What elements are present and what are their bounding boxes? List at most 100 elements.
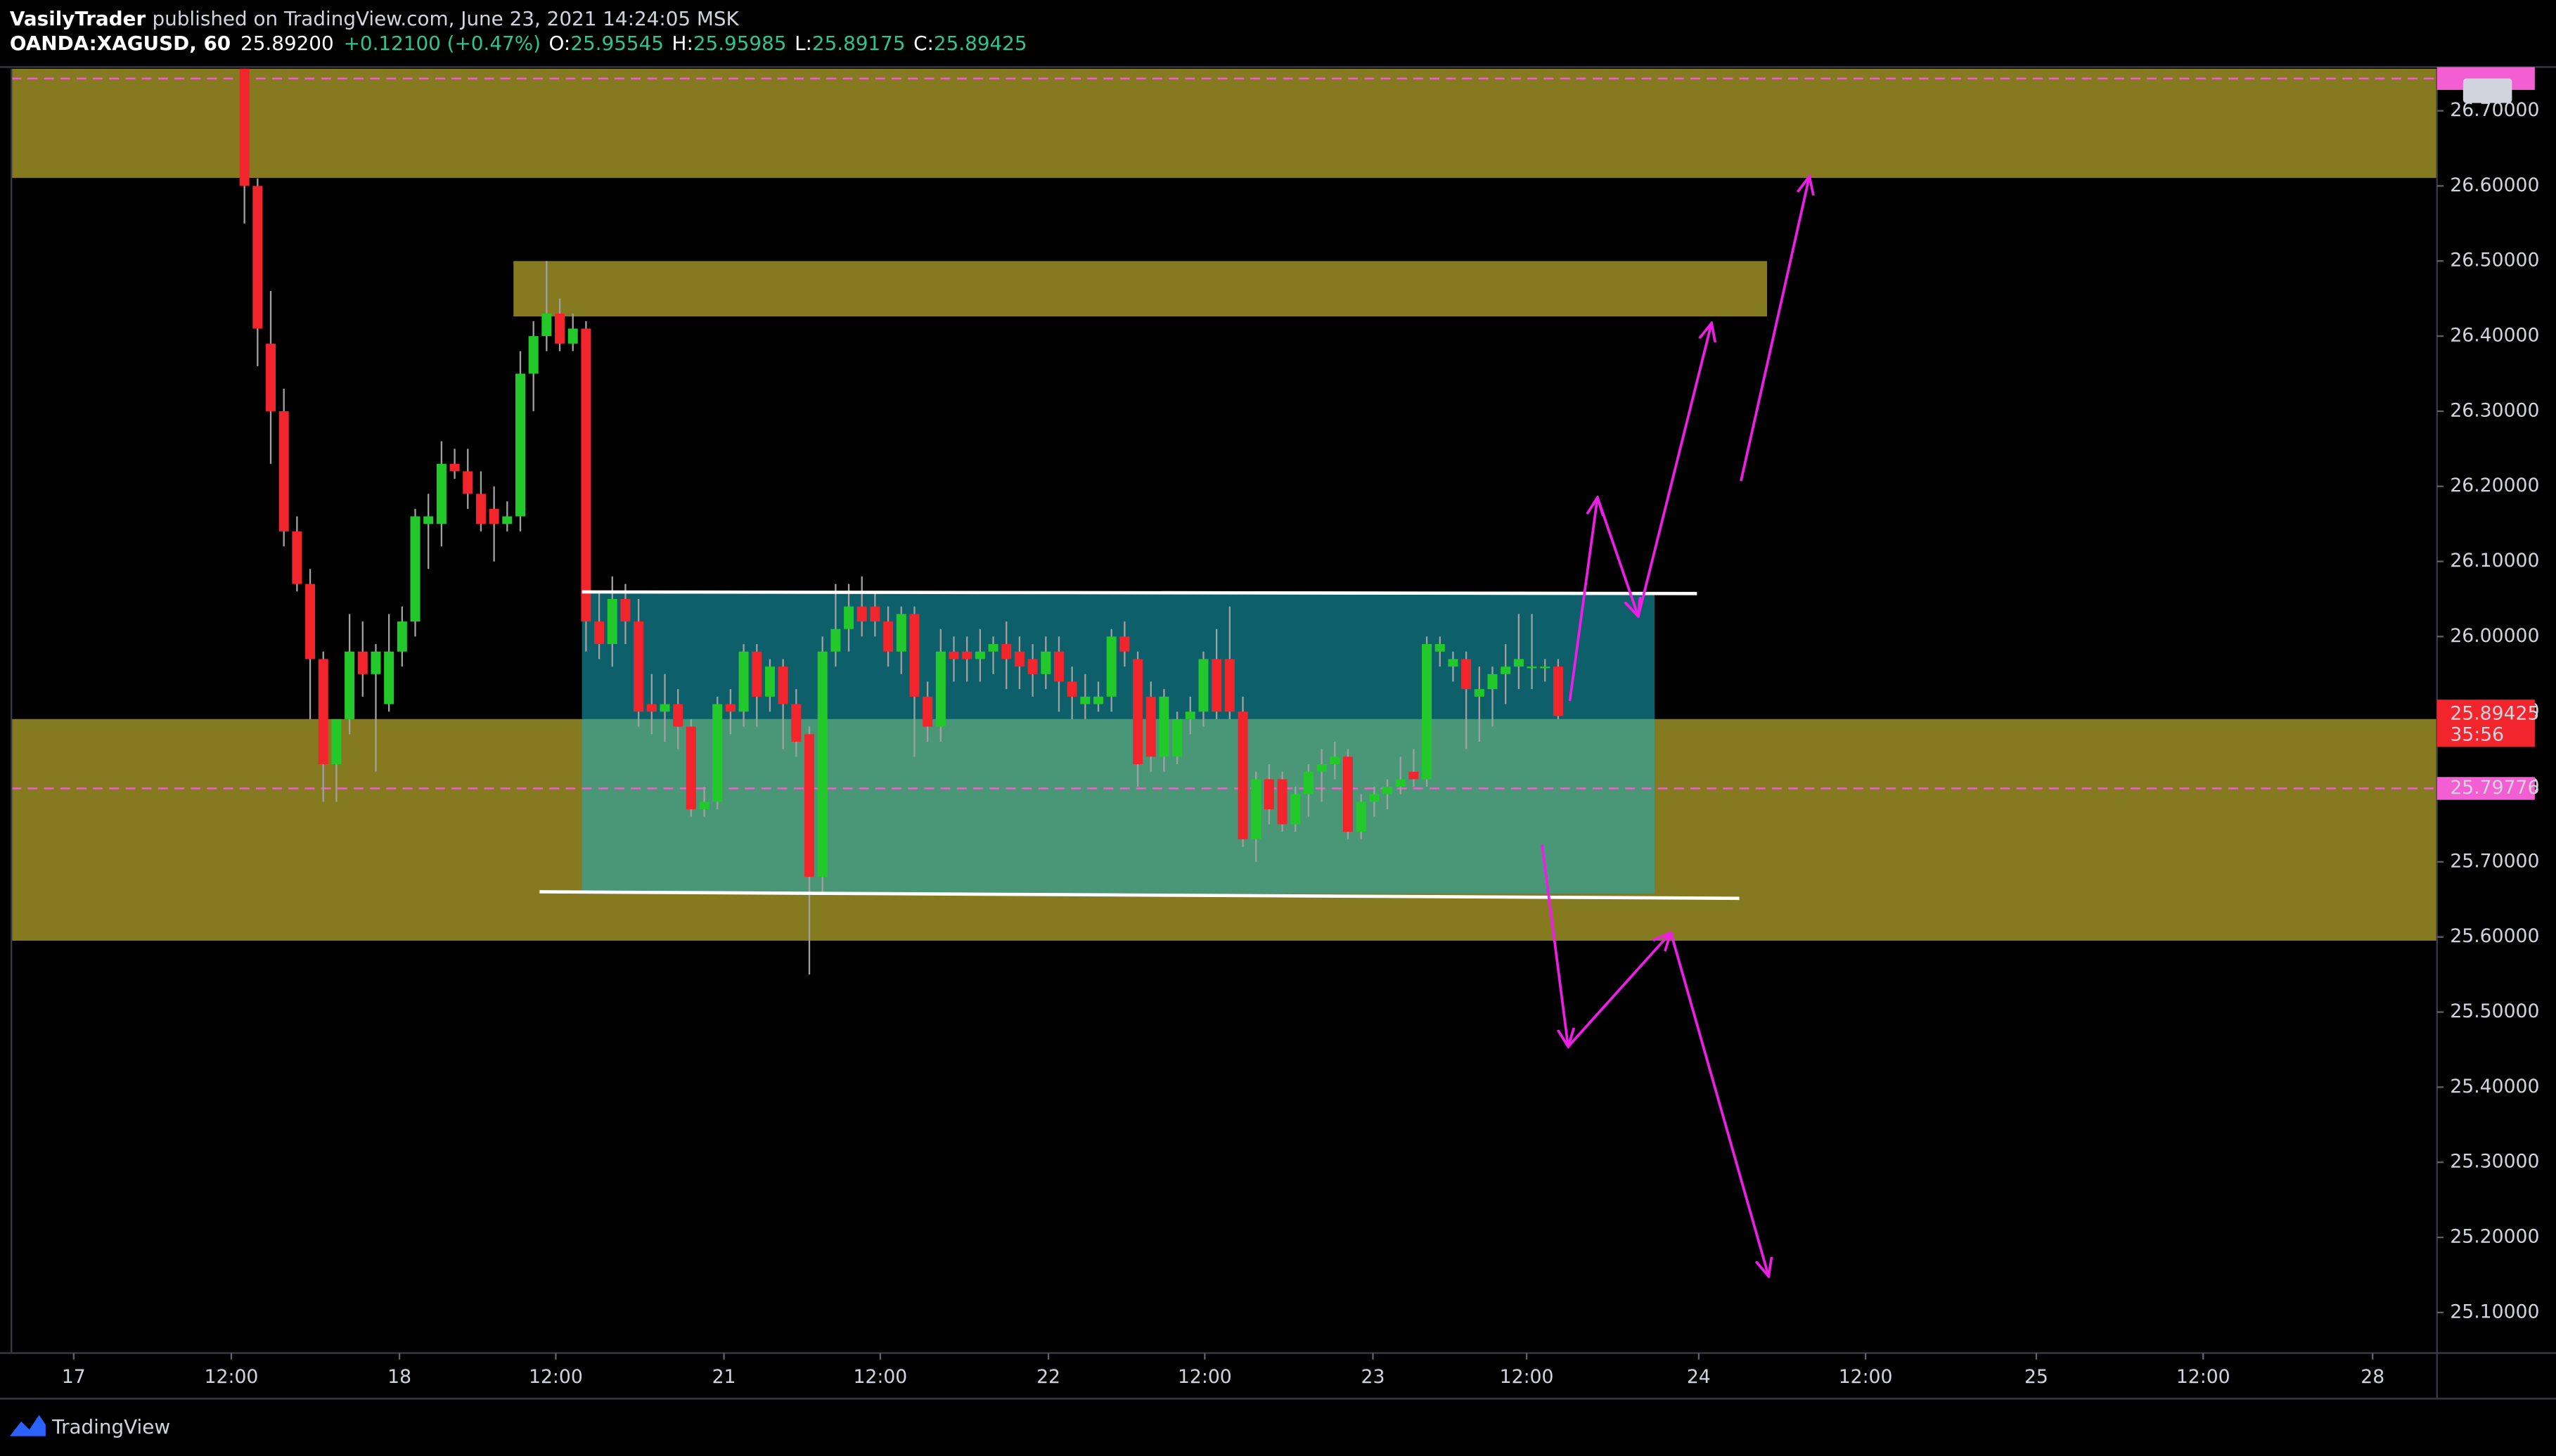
arrow [1567,932,1671,1048]
candle-body [988,644,998,652]
x-tick-label: 12:00 [853,1366,907,1388]
candle-body [896,614,906,652]
candle-body [266,343,276,411]
candle-body [1303,771,1314,794]
y-tick-label: 26.00000 [2450,625,2539,647]
candle-body [1540,666,1550,669]
candle-body [1251,779,1261,839]
open-label: O: [549,32,571,55]
candle-body [1527,666,1537,669]
candle-body [1290,794,1301,825]
y-tick-label: 26.40000 [2450,325,2539,347]
x-tick-label: 21 [712,1366,736,1388]
candle-body [1474,689,1484,697]
candle-body [331,719,342,765]
candle-body [1145,696,1156,757]
candle-body [1133,659,1143,765]
candle-body [1198,659,1209,712]
candle-body [1224,659,1235,712]
x-tick-label: 12:00 [529,1366,583,1388]
candle-body [830,629,841,652]
x-tick-label: 18 [387,1366,411,1388]
candle-body [1330,756,1340,765]
last-price-label: 25.89425 [2450,703,2539,725]
x-tick-label: 24 [1687,1366,1711,1388]
candle-body [699,801,709,810]
close-value: 25.89425 [934,32,1027,55]
candle-body [239,68,250,186]
candle-body [1264,779,1274,810]
candle-body [844,606,854,629]
candle-body [1422,644,1432,780]
footer-logo [9,1415,46,1436]
price-tag-label: 25.79776 [2450,777,2539,799]
candle-body [1487,674,1498,690]
candle-body [909,614,920,697]
candle-body [567,328,578,344]
candle-body [1238,711,1248,839]
candle-body [345,651,355,719]
y-tick-label: 25.70000 [2450,850,2539,872]
candle-body [1434,644,1445,652]
candle-body [489,508,499,524]
x-tick-label: 12:00 [2176,1366,2230,1388]
y-tick-label: 26.60000 [2450,174,2539,196]
candle-body [1053,651,1064,682]
candle-body [646,704,657,712]
candle-body [778,666,788,704]
axes: 26.7000026.6000026.5000026.4000026.30000… [62,67,2539,1388]
candle-body [1027,659,1038,674]
candle-body [764,666,775,697]
candle-body [384,651,394,704]
range-top-line [582,590,1697,595]
low-value: 25.89175 [812,32,906,55]
candle-body [475,494,486,524]
plot-area [11,68,2437,1276]
candle-body [1212,659,1222,712]
countdown: 35:56 [2450,724,2504,746]
candle-body [1369,794,1380,802]
candle-body [318,659,328,765]
candle-body [1356,801,1366,832]
candle-body [1001,644,1012,659]
candle-body [371,651,381,674]
y-tick-label: 26.20000 [2450,475,2539,496]
candle-body [1461,659,1472,690]
arrow [1669,932,1768,1276]
candle-body [541,314,552,337]
candle-body [738,651,749,712]
candle-body [1093,696,1104,704]
x-tick-label: 22 [1036,1366,1060,1388]
candle-body [1185,711,1195,719]
candle-body [620,598,631,622]
resistance-zone [513,261,1767,317]
candle-body [1106,636,1117,697]
arrow [1541,844,1568,1046]
y-tick-label: 26.30000 [2450,399,2539,421]
candle-body [725,704,736,712]
range-box [582,591,1655,894]
x-tick-label: 23 [1361,1366,1385,1388]
candle-body [397,621,407,652]
y-tick-label: 25.10000 [2450,1301,2539,1322]
high-label: H: [672,32,693,55]
x-tick-label: 12:00 [205,1366,259,1388]
candle-body [962,651,972,659]
candle-body [817,651,828,877]
candle-body [607,598,617,645]
candle-body [515,373,525,517]
candle-body [449,463,460,472]
y-tick-label: 26.50000 [2450,250,2539,271]
candle-body [1014,651,1025,667]
candle-body [856,606,867,622]
candle-body [502,516,513,524]
y-tick-label: 25.40000 [2450,1076,2539,1097]
candle-body [1277,779,1287,825]
price-tag [2436,777,2535,800]
candle-body [1513,659,1524,667]
candle-body [1553,666,1563,716]
candle-body [634,621,644,712]
candle-body [410,516,420,622]
